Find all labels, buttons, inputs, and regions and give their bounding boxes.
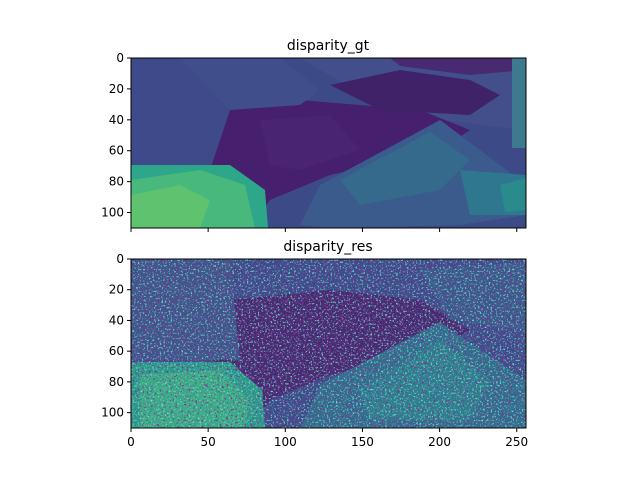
x-tick-label: 0 [127, 435, 135, 449]
y-tick-label: 60 [109, 144, 124, 158]
x-tick-label: 50 [201, 435, 216, 449]
axes-frame-gt [130, 57, 527, 229]
heatmap-image-res [131, 259, 526, 428]
axes-frame-res [130, 258, 527, 429]
x-axis-gt [130, 228, 518, 232]
y-tick-label: 20 [109, 283, 124, 297]
heatmap-panel-res: disparity_res 0 20 40 60 80 100 0 50 100 150 200 2… [101, 239, 528, 449]
x-axis-res: 0 50 100 150 200 250 [127, 428, 528, 449]
x-tick-label: 150 [351, 435, 374, 449]
chart-title-gt: disparity_gt [287, 38, 370, 54]
y-tick-label: 80 [109, 375, 124, 389]
x-tick-label: 200 [428, 435, 451, 449]
y-tick-label: 0 [116, 51, 124, 65]
y-tick-label: 40 [109, 113, 124, 127]
chart-title-res: disparity_res [283, 239, 372, 255]
heatmap-image-gt [131, 58, 526, 228]
y-tick-label: 100 [101, 206, 124, 220]
x-tick-label: 250 [505, 435, 528, 449]
y-tick-label: 80 [109, 175, 124, 189]
x-tick-label: 100 [274, 435, 297, 449]
heatmap-panel-gt: disparity_gt 0 20 40 60 [101, 38, 527, 232]
y-tick-label: 100 [101, 406, 124, 420]
y-tick-label: 0 [116, 252, 124, 266]
y-axis-res: 0 20 40 60 80 100 [101, 252, 131, 420]
y-tick-label: 40 [109, 313, 124, 327]
y-tick-label: 60 [109, 344, 124, 358]
y-axis-gt: 0 20 40 60 80 100 [101, 51, 131, 220]
y-tick-label: 20 [109, 82, 124, 96]
